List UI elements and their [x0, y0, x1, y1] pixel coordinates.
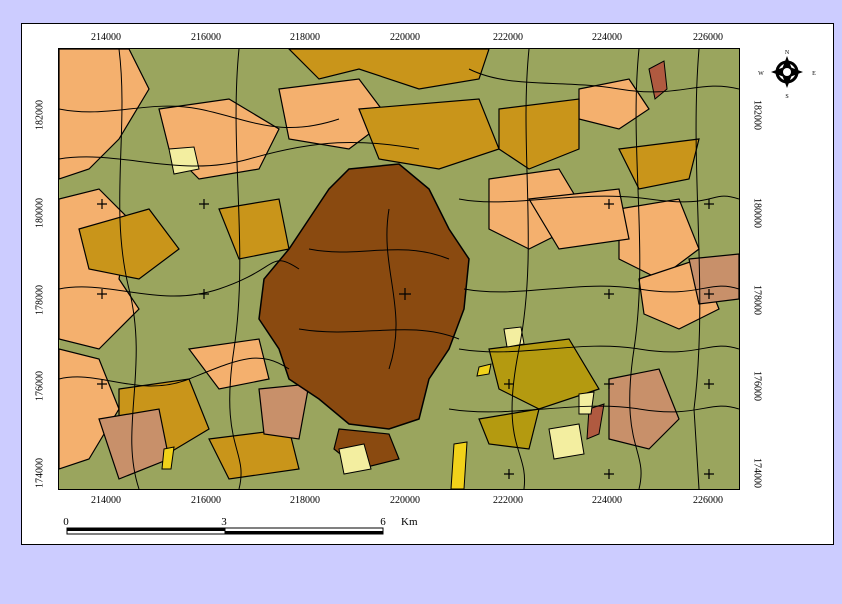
x-tick-label-top: 214000: [91, 32, 121, 43]
y-tick-label-right: 180000: [751, 198, 763, 228]
light-yellow-zone: [338, 443, 372, 475]
y-tick-label-right: 178000: [751, 285, 763, 315]
x-tick-label-bottom: 216000: [191, 495, 221, 506]
grid-crosses: [97, 199, 714, 479]
compass-west-label: W: [758, 71, 764, 77]
ochre-zone: [288, 49, 490, 90]
ochre-zone: [358, 98, 500, 170]
peach-zone: [59, 49, 150, 180]
scale-label-end: 6: [380, 516, 386, 528]
x-tick-label-top: 224000: [592, 32, 622, 43]
light-yellow-zone: [548, 423, 585, 460]
light-yellow-zone: [503, 326, 525, 348]
ochre-zone: [208, 428, 300, 480]
tan-zone: [258, 383, 310, 440]
x-tick-label-top: 218000: [290, 32, 320, 43]
compass-east-label: E: [812, 71, 816, 77]
yellow-zone: [476, 363, 492, 377]
brown-red-zone: [648, 60, 668, 100]
ochre-zone: [618, 138, 700, 190]
x-tick-label-top: 222000: [493, 32, 523, 43]
x-tick-label-bottom: 226000: [693, 495, 723, 506]
compass-south-label: S: [785, 94, 788, 100]
x-tick-label-bottom: 220000: [390, 495, 420, 506]
ochre-zone: [498, 98, 580, 170]
compass-north-label: N: [785, 50, 790, 56]
land-use-map[interactable]: [58, 48, 740, 490]
x-tick-label-bottom: 222000: [493, 495, 523, 506]
urban-area: [258, 163, 470, 430]
y-tick-label-right: 174000: [751, 458, 763, 488]
compass-rose-icon: N S E W: [758, 50, 816, 100]
ochre-zone: [78, 208, 180, 280]
yellow-zone: [161, 446, 175, 470]
y-tick-label-left: 178000: [34, 285, 46, 315]
x-tick-label-top: 226000: [693, 32, 723, 43]
x-tick-label-top: 220000: [390, 32, 420, 43]
tan-zone: [608, 368, 680, 450]
scale-unit: Km: [401, 516, 418, 528]
x-tick-label-bottom: 218000: [290, 495, 320, 506]
y-tick-label-right: 176000: [751, 371, 763, 401]
y-tick-label-left: 182000: [34, 100, 46, 130]
tan-zone: [688, 253, 739, 305]
x-tick-label-top: 216000: [191, 32, 221, 43]
y-tick-label-left: 176000: [34, 371, 46, 401]
y-tick-label-left: 174000: [34, 458, 46, 488]
boundary-lines: [59, 49, 739, 489]
y-tick-label-left: 180000: [34, 198, 46, 228]
scale-label-start: 0: [63, 516, 69, 528]
olive-zone: [488, 338, 600, 410]
olive-zone: [478, 408, 540, 450]
land-use-polygons: [59, 49, 739, 489]
scale-label-mid: 3: [221, 516, 227, 528]
x-tick-label-bottom: 214000: [91, 495, 121, 506]
yellow-zone: [450, 441, 468, 489]
y-tick-label-right: 182000: [751, 100, 763, 130]
light-yellow-zone: [578, 391, 595, 415]
light-yellow-zone: [168, 146, 200, 175]
scale-bar: [66, 527, 384, 535]
x-tick-label-bottom: 224000: [592, 495, 622, 506]
